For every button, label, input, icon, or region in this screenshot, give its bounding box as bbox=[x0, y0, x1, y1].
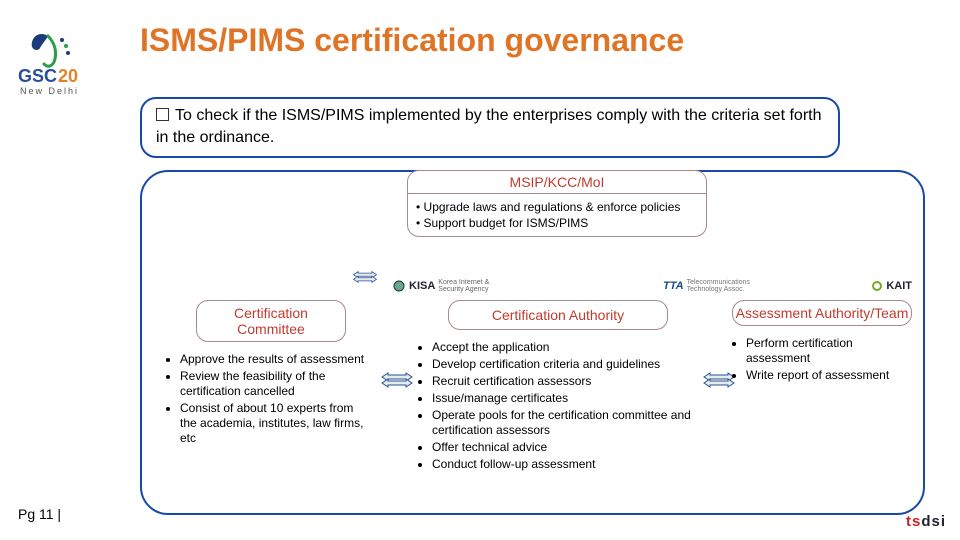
double-arrow-icon bbox=[380, 372, 414, 388]
svg-text:20: 20 bbox=[58, 66, 78, 86]
list-item: Offer technical advice bbox=[432, 440, 694, 455]
assessment-header: Assessment Authority/Team bbox=[732, 300, 912, 326]
checkbox-icon bbox=[156, 108, 169, 121]
list-item: Recruit certification assessors bbox=[432, 374, 694, 389]
brand-kait: KAIT bbox=[871, 280, 912, 292]
list-item: Operate pools for the certification comm… bbox=[432, 408, 694, 438]
gsc-logo: GSC 20 New Delhi bbox=[12, 30, 102, 105]
list-item: Issue/manage certificates bbox=[432, 391, 694, 406]
list-item: Accept the application bbox=[432, 340, 694, 355]
page-number: Pg 11 | bbox=[18, 506, 61, 522]
list-item: Develop certification criteria and guide… bbox=[432, 357, 694, 372]
list-item: Review the feasibility of the certificat… bbox=[180, 369, 372, 399]
list-item: Perform certification assessment bbox=[746, 336, 908, 366]
top-authority-body: • Upgrade laws and regulations & enforce… bbox=[408, 194, 706, 236]
svg-text:New Delhi: New Delhi bbox=[20, 86, 79, 96]
cert-committee-list: Approve the results of assessment Review… bbox=[166, 348, 376, 450]
brand-kisa: KISA Korea Internet & Security Agency bbox=[392, 279, 498, 293]
diagram-container: MSIP/KCC/MoI • Upgrade laws and regulati… bbox=[140, 170, 925, 515]
double-arrow-icon bbox=[352, 267, 378, 287]
list-item: Write report of assessment bbox=[746, 368, 908, 383]
cert-authority-list: Accept the application Develop certifica… bbox=[418, 336, 698, 476]
purpose-text-span: To check if the ISMS/PIMS implemented by… bbox=[156, 107, 821, 146]
brand-logos-row: KISA Korea Internet & Security Agency TT… bbox=[392, 272, 912, 300]
cert-committee-header: Certification Committee bbox=[196, 300, 346, 342]
purpose-box: To check if the ISMS/PIMS implemented by… bbox=[140, 97, 840, 158]
list-item: Conduct follow-up assessment bbox=[432, 457, 694, 472]
cert-committee-column: Certification Committee Approve the resu… bbox=[166, 300, 376, 450]
brand-tta: TTA Telecommunications Technology Assoc. bbox=[663, 279, 757, 293]
list-item: Consist of about 10 experts from the aca… bbox=[180, 401, 372, 446]
top-authority-box: MSIP/KCC/MoI • Upgrade laws and regulati… bbox=[407, 170, 707, 237]
svg-text:GSC: GSC bbox=[18, 66, 57, 86]
page-title: ISMS/PIMS certification governance bbox=[140, 22, 684, 59]
tsdsi-logo: tsdsi bbox=[906, 513, 946, 530]
list-item: Approve the results of assessment bbox=[180, 352, 372, 367]
purpose-text: To check if the ISMS/PIMS implemented by… bbox=[156, 105, 824, 148]
cert-authority-column: Certification Authority Accept the appli… bbox=[418, 300, 698, 476]
cert-authority-header: Certification Authority bbox=[448, 300, 668, 330]
top-authority-header: MSIP/KCC/MoI bbox=[408, 171, 706, 194]
assessment-column: Assessment Authority/Team Perform certif… bbox=[732, 300, 912, 387]
slide: GSC 20 New Delhi ISMS/PIMS certification… bbox=[0, 0, 960, 540]
assessment-list: Perform certification assessment Write r… bbox=[732, 332, 912, 387]
top-authority-item: • Support budget for ISMS/PIMS bbox=[416, 216, 698, 230]
top-authority-item: • Upgrade laws and regulations & enforce… bbox=[416, 200, 698, 214]
